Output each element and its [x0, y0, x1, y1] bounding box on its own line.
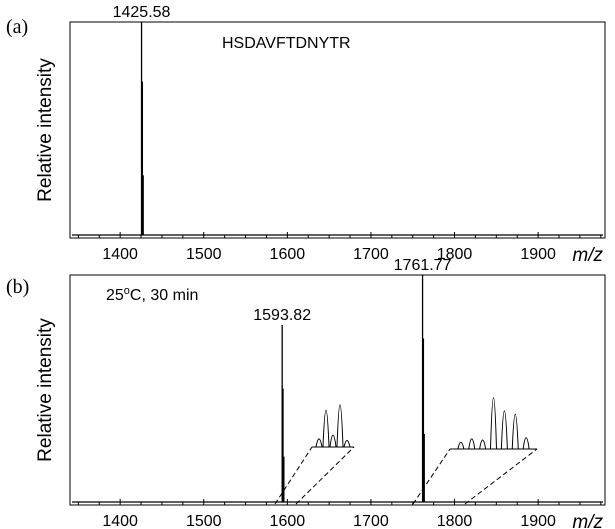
zoom-leader-line — [412, 448, 451, 505]
x-tick-label: 1600 — [270, 246, 306, 263]
y-axis-label: Relative intensity — [35, 318, 56, 462]
peptide-sequence: HSDAVFTDNYTR — [222, 35, 351, 52]
panel-label: (a) — [6, 16, 28, 38]
y-axis-label: Relative intensity — [35, 58, 56, 202]
x-axis-label: m/z — [572, 512, 603, 529]
x-axis-label: m/z — [572, 245, 603, 266]
x-tick-label: 1400 — [102, 513, 138, 529]
plot-frame — [69, 21, 606, 239]
x-tick-label: 1900 — [520, 513, 556, 529]
isotope-envelope — [312, 404, 354, 448]
x-tick-label: 1500 — [186, 513, 222, 529]
peak-label: 1593.82 — [253, 307, 311, 324]
x-tick-label: 1400 — [102, 246, 138, 263]
peak-label: 1761.77 — [394, 257, 452, 274]
panel-label: (b) — [6, 276, 29, 298]
plot-frame — [69, 274, 606, 506]
zoom-leader-line — [274, 446, 313, 505]
x-tick-label: 1700 — [353, 246, 389, 263]
degree-sign: o — [124, 285, 130, 297]
condition-rest: C, 30 min — [130, 287, 198, 304]
x-tick-label: 1600 — [270, 513, 306, 529]
panel-a: 1400 1500 1600 1700 1800 1900 m/z Relative inte… — [6, 4, 606, 266]
isotope-inset — [412, 396, 538, 505]
isotope-inset — [274, 404, 355, 505]
x-tick-label: 1800 — [437, 246, 473, 263]
x-tick-label: 1500 — [186, 246, 222, 263]
x-tick-label: 1700 — [353, 513, 389, 529]
zoom-leader-line — [295, 446, 355, 505]
zoom-leader-line — [464, 448, 538, 505]
x-tick-label: 1900 — [520, 246, 556, 263]
condition-temp: 25 — [106, 287, 124, 304]
panel-b: 1400 1500 1600 1700 1800 1900 m/z Relative inte… — [6, 257, 606, 529]
isotope-envelope — [450, 396, 537, 450]
peak-label: 1425.58 — [113, 4, 171, 21]
x-tick-label: 1800 — [437, 513, 473, 529]
condition-text: 25oC, 30 min — [106, 285, 198, 304]
